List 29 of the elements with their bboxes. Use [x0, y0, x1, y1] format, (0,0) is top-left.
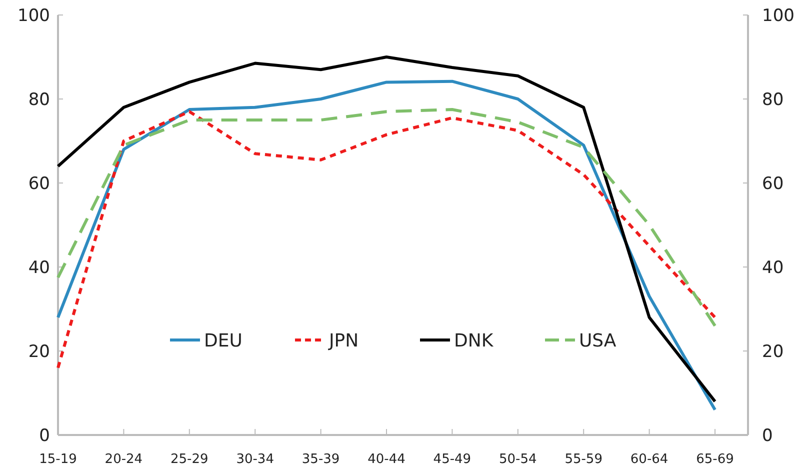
x-tick-label: 20-24: [104, 452, 143, 467]
x-tick-label: 15-19: [39, 452, 77, 467]
x-tick-label: 65-69: [696, 452, 734, 467]
x-tick-label: 30-34: [236, 452, 274, 467]
legend-label: DNK: [454, 330, 494, 352]
y-tick-label: 0: [39, 426, 50, 446]
y-tick-label: 20: [28, 342, 50, 362]
x-tick-label: 55-59: [564, 452, 602, 467]
x-tick-label: 45-49: [433, 452, 472, 467]
y-tick-label: 100: [18, 6, 50, 26]
x-tick-label: 50-54: [499, 452, 537, 467]
y2-tick-label: 40: [762, 258, 784, 278]
x-tick-label: 25-29: [170, 452, 208, 467]
y2-tick-label: 20: [762, 342, 784, 362]
y-tick-label: 60: [28, 174, 50, 194]
y2-tick-label: 80: [762, 90, 784, 110]
y2-tick-label: 100: [762, 6, 794, 26]
y-tick-label: 40: [28, 258, 50, 278]
x-tick-label: 35-39: [302, 452, 340, 467]
y2-tick-label: 60: [762, 174, 784, 194]
line-series: [56, 110, 716, 370]
legend-label: DEU: [204, 330, 242, 352]
legend-label: USA: [579, 330, 617, 352]
x-tick-label: 40-44: [368, 452, 406, 467]
y-tick-label: 80: [28, 90, 50, 110]
x-tick-label: 60-64: [630, 452, 668, 467]
line-series: [56, 108, 716, 328]
y2-tick-label: 0: [762, 426, 773, 446]
legend-label: JPN: [328, 330, 359, 352]
